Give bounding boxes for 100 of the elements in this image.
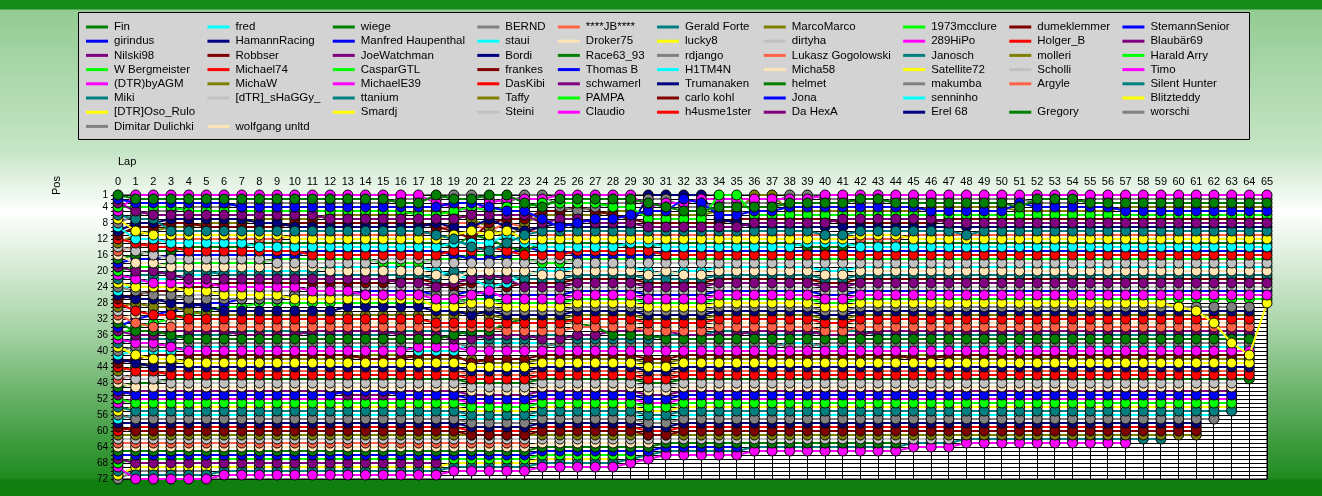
x-tick-label: 31 [659,175,673,188]
point [130,473,142,485]
point [253,469,265,481]
x-tick-label: 53 [1048,175,1061,188]
point [589,461,601,473]
legend-label: [DTR]Oso_Rulo [114,105,196,118]
x-tick-label: 52 [1031,175,1044,188]
legend-label: Da HexA [791,105,839,118]
legend-label: Blitzteddy [1150,91,1201,104]
point [342,469,354,481]
legend-label: senninho [931,91,978,104]
x-tick-label: 23 [518,175,531,188]
x-tick-label: 55 [1084,175,1097,188]
x-tick-label: 39 [801,175,814,188]
legend-label: molleri [1037,48,1072,61]
legend-label: Bordi [505,48,533,61]
legend-label: Droker75 [585,34,634,47]
point [554,461,566,473]
point [271,469,283,481]
y-tick-label: 60 [96,424,109,436]
legend-label: Michael74 [235,62,289,75]
x-tick-label: 44 [889,175,902,188]
y-tick-label: 44 [96,360,109,372]
legend-label: wolfgang unltd [234,119,310,132]
point [466,465,478,477]
legend-label: (DTR)byAGM [114,76,184,89]
x-tick-label: 32 [677,175,690,188]
x-tick-label: 3 [167,175,175,188]
y-tick-label: 48 [96,376,109,388]
x-tick-label: 9 [274,175,281,188]
x-tick-label: 37 [765,175,779,188]
x-tick-label: 1 [132,175,139,188]
legend-label: PAMPA [585,91,625,104]
x-tick-label: 15 [377,175,390,188]
x-tick-label: 38 [783,175,796,188]
x-tick-label: 60 [1172,175,1185,188]
legend-label: Micha58 [791,62,836,75]
x-tick-label: 17 [412,175,425,188]
legend-label: Miki [114,91,135,104]
legend-label: H1TM4N [684,62,731,75]
legend-label: Gregory [1037,105,1080,118]
point [395,469,407,481]
x-tick-label: 41 [836,175,849,188]
legend-label: StemannSenior [1150,20,1230,33]
x-tick-label: 36 [748,175,761,188]
legend-label: rdjango [684,48,724,61]
point [377,469,389,481]
legend-label: Steini [505,105,535,118]
y-tick-label: 12 [96,232,109,244]
y-tick-label: 24 [96,280,109,292]
legend-label: girindus [114,34,155,47]
x-tick-label: 64 [1243,175,1256,188]
y-tick-label: 4 [102,200,109,212]
x-tick-label: 48 [960,175,973,188]
x-tick-label: 54 [1066,175,1079,188]
y-tick-label: 68 [96,456,109,468]
x-tick-label: 21 [483,175,496,188]
y-tick-label: 56 [96,408,109,420]
x-tick-label: 30 [642,175,655,188]
x-tick-label: 16 [394,175,407,188]
legend-label: 1973mcclure [931,20,997,33]
legend-label: fred [235,20,256,33]
x-tick-label: 13 [341,175,354,188]
legend-label: ttanium [360,91,399,104]
legend-label: Nilski98 [114,48,155,61]
legend-label: Harald Arry [1150,48,1209,61]
legend-label: Argyle [1037,76,1070,89]
x-tick-label: 10 [288,175,301,188]
x-tick-label: 2 [150,175,157,188]
x-tick-label: 0 [114,175,122,188]
legend-label: Janosch [931,48,974,61]
legend-label: ****JB**** [585,20,636,33]
legend-label: Scholli [1037,62,1072,75]
x-tick-label: 35 [730,175,743,188]
legend-label: frankes [505,62,544,75]
legend-label: Erel 68 [931,105,968,118]
legend-label: makumba [931,76,983,89]
legend-label: dirtyha [791,34,827,47]
y-tick-label: 40 [96,344,109,356]
x-tick-label: 63 [1225,175,1238,188]
point [572,461,584,473]
legend-label: Silent Hunter [1150,76,1218,89]
x-axis-title: Lap [118,154,137,167]
x-tick-label: 45 [907,175,920,188]
point [289,469,301,481]
legend-label: MichaW [235,76,278,89]
legend-label: MarcoMarco [791,20,856,33]
x-tick-label: 65 [1260,175,1274,188]
legend-label: worschi [1149,105,1190,118]
x-tick-label: 8 [256,175,263,188]
x-tick-label: 11 [306,175,319,188]
y-tick-label: 28 [96,296,109,308]
x-tick-label: 25 [553,175,567,188]
point [607,461,619,473]
x-tick-label: 59 [1154,175,1168,188]
legend-label: Blaubär69 [1150,34,1203,47]
x-tick-label: 43 [871,175,885,188]
legend-label: Taffy [505,91,530,104]
legend-label: Satellite72 [931,62,985,75]
legend-label: DasKibi [505,76,545,89]
